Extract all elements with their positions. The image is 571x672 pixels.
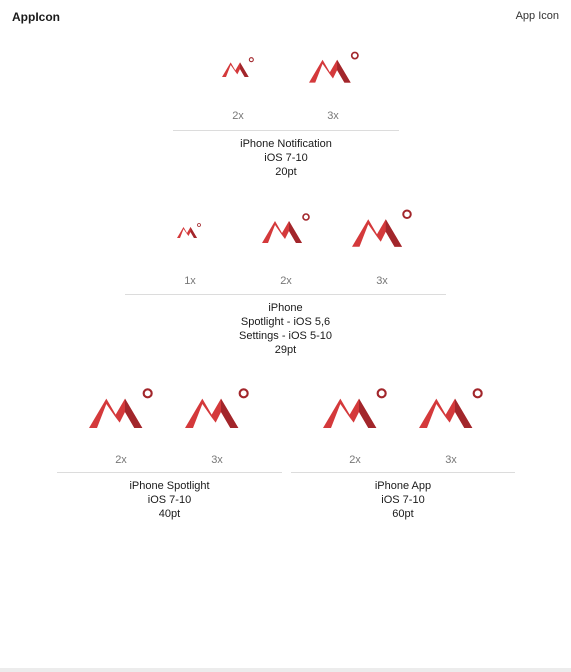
scale-label: 1x — [184, 275, 196, 287]
bottom-edge — [0, 668, 571, 672]
scale-label: 2x — [349, 454, 361, 466]
divider — [57, 472, 282, 473]
mountain-logo-icon — [185, 388, 249, 433]
icon-set-spotlight-settings: 1x 2x 3x iPhone Spotlight - iOS 5,6 Sett… — [125, 205, 446, 365]
caption-line: iOS 7-10 — [147, 494, 192, 506]
scale-label: 3x — [445, 454, 457, 466]
icon-set-notification: 2x 3x iPhone Notification iOS 7-10 20pt — [173, 45, 399, 185]
icon-slot-3x[interactable]: 3x — [183, 380, 251, 470]
scale-label: 2x — [232, 110, 244, 122]
divider — [125, 294, 446, 295]
caption-line: 60pt — [392, 508, 414, 520]
scale-label: 2x — [115, 454, 127, 466]
icon-slot-2x[interactable]: 2x — [258, 205, 314, 287]
icon-slot-3x[interactable]: 3x — [350, 205, 414, 287]
caption-line: 20pt — [275, 166, 297, 178]
icon-slot-2x[interactable]: 2x — [87, 380, 155, 470]
icon-slot-2x[interactable]: 2x — [321, 380, 389, 470]
caption-line: iPhone Notification — [240, 138, 332, 150]
mountain-logo-icon — [177, 223, 201, 243]
icon-slot-3x[interactable]: 3x — [417, 380, 485, 470]
divider — [173, 130, 399, 131]
group-caption: iPhone App iOS 7-10 60pt — [291, 479, 515, 521]
mountain-logo-icon — [89, 388, 153, 433]
icon-set-app: 2x 3x iPhone App iOS 7-10 60pt — [291, 380, 515, 525]
caption-line: iPhone Spotlight — [129, 480, 210, 492]
mountain-logo-icon — [221, 57, 255, 82]
divider — [291, 472, 515, 473]
caption-line: iPhone App — [374, 480, 432, 492]
group-caption: iPhone Spotlight - iOS 5,6 Settings - iO… — [125, 301, 446, 357]
icon-set-spotlight: 2x 3x iPhone Spotlight iOS 7-10 40pt — [57, 380, 282, 525]
mountain-logo-icon — [323, 388, 387, 433]
asset-type-label: App Icon — [515, 10, 559, 22]
icon-slot-2x[interactable]: 2x — [213, 45, 263, 125]
caption-line: iPhone — [268, 302, 303, 314]
caption-line: iOS 7-10 — [381, 494, 425, 506]
mountain-logo-icon — [352, 209, 412, 252]
page-title: AppIcon — [12, 10, 60, 24]
group-caption: iPhone Spotlight iOS 7-10 40pt — [57, 479, 282, 521]
group-caption: iPhone Notification iOS 7-10 20pt — [173, 137, 399, 179]
scale-label: 3x — [211, 454, 223, 466]
caption-line: iOS 7-10 — [264, 152, 308, 164]
scale-label: 3x — [327, 110, 339, 122]
icon-slot-3x[interactable]: 3x — [303, 45, 363, 125]
mountain-logo-icon — [262, 213, 310, 248]
scale-label: 2x — [280, 275, 292, 287]
mountain-logo-icon — [419, 388, 483, 433]
icon-slot-1x[interactable]: 1x — [165, 205, 215, 287]
caption-line: Settings - iOS 5-10 — [239, 330, 332, 342]
mountain-logo-icon — [309, 51, 359, 88]
scale-label: 3x — [376, 275, 388, 287]
caption-line: 40pt — [158, 508, 181, 520]
caption-line: Spotlight - iOS 5,6 — [240, 316, 331, 328]
caption-line: 29pt — [274, 344, 297, 356]
